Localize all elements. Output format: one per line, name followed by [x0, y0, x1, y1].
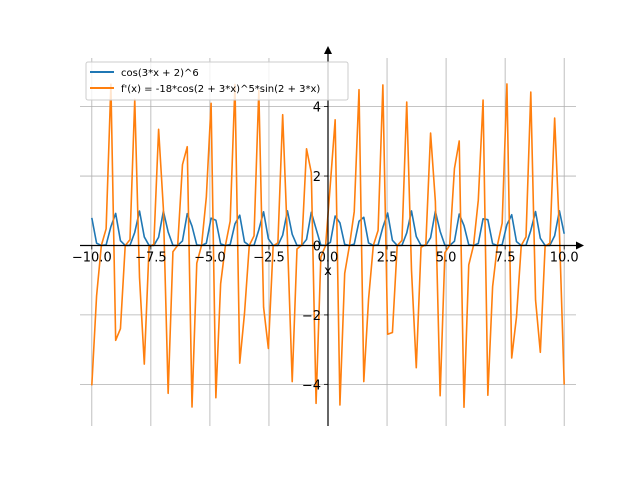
legend: cos(3*x + 2)^6 f'(x) = -18*cos(2 + 3*x)^… [85, 61, 349, 101]
y-tick-label-3: 2 [313, 170, 321, 185]
x-tick-label-0: −10.0 [72, 250, 112, 265]
x-tick-label-2: −5.0 [194, 250, 226, 265]
y-tick-label-4: 4 [313, 101, 321, 116]
x-tick-label-7: 7.5 [495, 250, 516, 265]
y-tick-label-2: 0 [313, 239, 321, 254]
x-tick-label-1: −7.5 [135, 250, 167, 265]
legend-label-series-1: cos(3*x + 2)^6 [121, 68, 199, 79]
y-axis-arrow [324, 46, 332, 54]
x-tick-label-5: 2.5 [377, 250, 398, 265]
x-tick-label-8: 10.0 [550, 250, 579, 265]
legend-box [85, 61, 349, 101]
x-axis-label: x [324, 264, 332, 279]
x-tick-label-6: 5.0 [436, 250, 457, 265]
axes [80, 46, 584, 426]
tick-labels: −10.0 −7.5 −5.0 −2.5 0.0 2.5 5.0 7.5 10.0 −4 −2 0 2 4 [72, 101, 579, 394]
x-tick-label-3: −2.5 [253, 250, 285, 265]
legend-label-series-2: f'(x) = -18*cos(2 + 3*x)^5*sin(2 + 3*x) [121, 84, 320, 95]
y-tick-label-0: −4 [302, 378, 321, 393]
x-axis-arrow [576, 241, 584, 250]
x-tick-label-4: 0.0 [318, 250, 339, 265]
y-tick-label-1: −2 [302, 309, 321, 324]
